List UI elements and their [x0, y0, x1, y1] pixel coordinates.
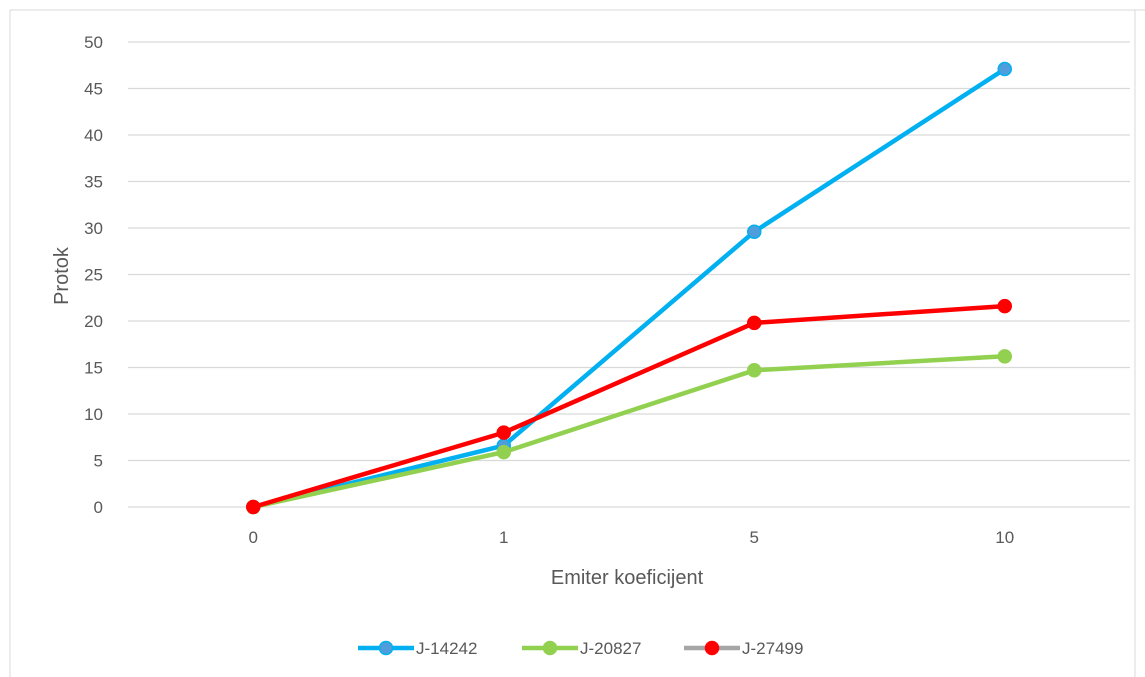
legend-marker — [542, 640, 558, 656]
y-tick-label: 45 — [84, 80, 103, 99]
data-point — [997, 61, 1012, 77]
data-point — [747, 363, 762, 378]
data-point — [747, 224, 762, 239]
y-tick-label: 50 — [84, 33, 103, 52]
series-J-27499 — [246, 298, 1012, 515]
series-line — [251, 354, 1008, 510]
x-tick-label: 10 — [995, 528, 1014, 547]
x-tick-label: 1 — [499, 528, 508, 547]
legend-label: J-14242 — [416, 639, 477, 658]
y-tick-label: 25 — [84, 266, 103, 285]
gridlines — [128, 41, 1130, 508]
y-tick-label: 10 — [84, 405, 103, 424]
legend-entry: J-20827 — [522, 639, 641, 658]
legend-marker — [704, 640, 720, 656]
legend-label: J-27499 — [742, 639, 803, 658]
legend-label: J-20827 — [580, 639, 641, 658]
x-tick-label: 0 — [249, 528, 258, 547]
legend: J-14242 J-20827 J-27499 — [358, 639, 803, 658]
y-tick-label: 20 — [84, 312, 103, 331]
y-tick-label: 35 — [84, 173, 103, 192]
x-tick-labels: 0 1 5 10 — [249, 528, 1015, 547]
x-tick-label: 5 — [750, 528, 759, 547]
x-axis-title: Emiter koeficijent — [551, 567, 704, 589]
series-J-14242 — [246, 61, 1012, 515]
data-point — [747, 315, 762, 331]
series-line — [251, 303, 1008, 510]
y-tick-label: 0 — [94, 498, 103, 517]
y-tick-label: 30 — [84, 219, 103, 238]
legend-entry: J-27499 — [684, 639, 803, 658]
legend-marker — [378, 640, 394, 656]
data-point — [997, 349, 1012, 364]
series-J-20827 — [246, 349, 1012, 515]
y-tick-label: 40 — [84, 126, 103, 145]
data-point — [997, 298, 1012, 314]
data-point — [496, 425, 511, 440]
series-lines — [246, 61, 1012, 515]
y-tick-labels: 0 5 10 15 20 25 30 35 40 45 50 — [84, 33, 103, 517]
y-tick-label: 5 — [94, 452, 103, 471]
data-point — [246, 499, 261, 515]
data-point — [496, 444, 511, 460]
y-axis-title: Protok — [51, 246, 73, 305]
legend-entry: J-14242 — [358, 639, 477, 658]
y-tick-label: 15 — [84, 359, 103, 378]
series-line — [251, 66, 1008, 510]
